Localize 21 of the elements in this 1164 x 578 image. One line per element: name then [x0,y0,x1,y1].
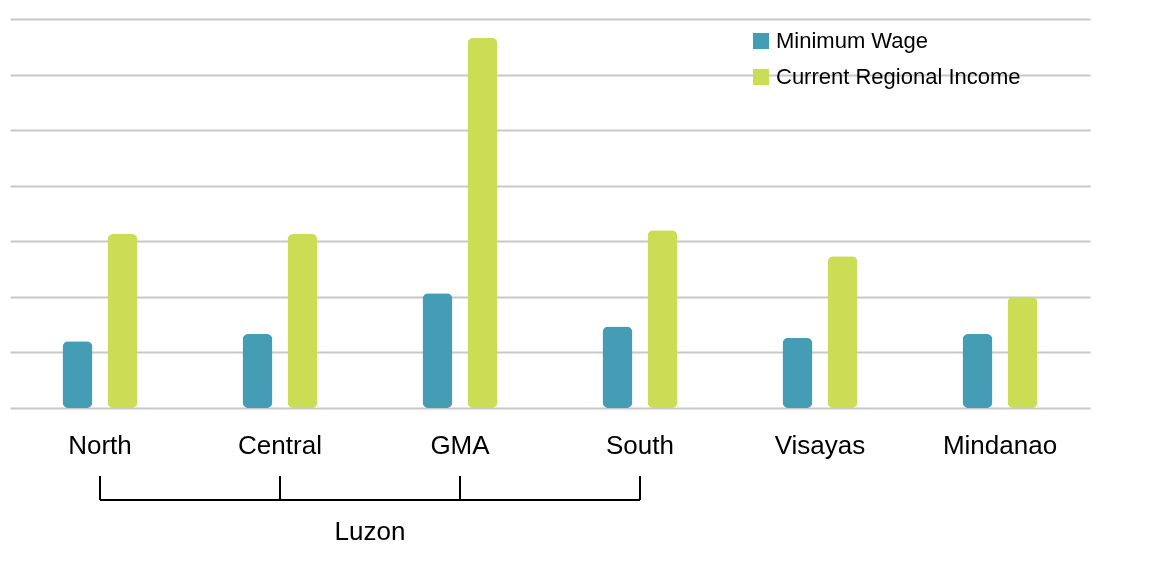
bar [467,37,498,408]
x-tick-label: Mindanao [942,429,1058,460]
bar [107,233,138,408]
x-tick-label: North [68,429,132,460]
bar [602,326,633,408]
bar [827,256,858,408]
x-tick-label: South [606,429,674,460]
bar [962,333,993,408]
bar [647,230,678,408]
bar [287,233,318,408]
text: Luzon [334,516,406,546]
x-tick-label: Visayas [774,429,866,460]
bar [782,337,813,408]
bar [62,341,93,408]
bar [1007,296,1038,408]
x-tick-label: GMA [430,429,491,460]
x-tick-label: Central [238,429,322,460]
legend-label: Current Regional Income [776,64,1021,89]
bar [242,333,273,408]
bar [422,293,453,408]
legend-label: Minimum Wage [776,28,928,53]
